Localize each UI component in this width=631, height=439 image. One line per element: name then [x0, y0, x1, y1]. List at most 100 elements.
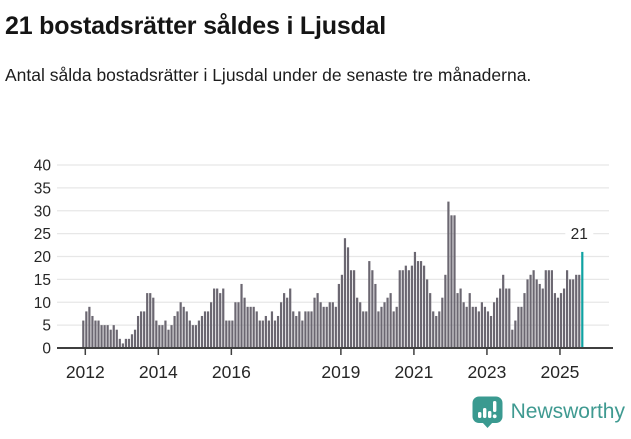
- bar: [489, 315, 493, 348]
- bar: [547, 270, 550, 348]
- bar: [328, 302, 331, 348]
- bar: [483, 306, 487, 348]
- bar: [149, 293, 152, 348]
- bar: [356, 297, 359, 349]
- bar: [559, 293, 563, 348]
- bar: [130, 334, 134, 349]
- bar: [194, 325, 197, 349]
- x-axis-label: 2014: [139, 362, 178, 382]
- footer: Newsworthy: [0, 384, 631, 439]
- bar: [188, 320, 191, 348]
- highlighted-bar: [581, 251, 584, 348]
- bar: [136, 315, 140, 348]
- bar: [404, 265, 407, 348]
- bar: [246, 306, 249, 348]
- bar: [505, 288, 508, 349]
- bar: [453, 215, 456, 348]
- x-axis-label: 2021: [394, 362, 433, 382]
- bar: [550, 270, 553, 348]
- bar: [283, 293, 286, 348]
- bar: [578, 274, 581, 348]
- bar: [398, 270, 401, 348]
- bar: [429, 293, 432, 348]
- bar: [91, 315, 94, 348]
- bar: [380, 306, 383, 348]
- bar: [575, 274, 578, 348]
- bar: [264, 315, 267, 348]
- bar: [444, 274, 447, 348]
- bar: [191, 325, 194, 349]
- bar: [200, 315, 204, 348]
- bar: [359, 302, 362, 348]
- bar: [410, 265, 414, 348]
- bar: [219, 293, 222, 348]
- bar: [161, 325, 164, 349]
- bar: [432, 311, 435, 348]
- x-axis-label: 2025: [540, 362, 579, 382]
- bar: [182, 306, 185, 348]
- bar: [349, 270, 353, 348]
- bar: [419, 261, 423, 348]
- bar: [155, 320, 158, 348]
- bar: [118, 338, 121, 348]
- bar: [267, 320, 270, 348]
- bar: [115, 329, 118, 348]
- bar: [486, 311, 490, 348]
- y-axis-label: 15: [34, 272, 51, 289]
- y-axis-label: 30: [34, 203, 52, 220]
- bar: [216, 288, 219, 349]
- bar: [140, 311, 143, 348]
- bar: [206, 311, 210, 348]
- x-axis-label: 2012: [66, 362, 105, 382]
- bar: [112, 325, 115, 349]
- bar: [109, 329, 112, 348]
- header: 21 bostadsrätter såldes i Ljusdal Antal …: [0, 0, 631, 152]
- bar: [544, 270, 547, 348]
- y-axis-label: 0: [42, 341, 51, 358]
- bar: [143, 311, 146, 348]
- bar: [240, 283, 243, 348]
- bar: [556, 297, 560, 349]
- chart: 2012 2014 2016 2019 2021 2023 2025051015202530…: [34, 158, 613, 382]
- bar: [438, 311, 441, 348]
- bar: [395, 306, 398, 348]
- bar: [94, 320, 97, 348]
- bar: [213, 288, 216, 349]
- bar: [529, 274, 532, 348]
- bar: [532, 270, 535, 348]
- bar: [499, 288, 502, 349]
- bar: [468, 293, 471, 348]
- bar: [535, 279, 538, 349]
- bar: [447, 201, 450, 348]
- bar: [362, 311, 365, 348]
- bar: [334, 306, 337, 348]
- bar: [392, 311, 395, 348]
- bar: [343, 238, 347, 348]
- bar: [450, 215, 453, 348]
- bar: [565, 270, 569, 348]
- bar: [252, 306, 255, 348]
- bar: [523, 293, 526, 348]
- bar: [209, 302, 213, 348]
- bar: [255, 311, 258, 348]
- bar: [279, 302, 283, 348]
- bar: [371, 270, 374, 348]
- bar: [553, 293, 557, 348]
- bar: [225, 320, 228, 348]
- brand-name: Newsworthy: [510, 399, 625, 423]
- bar: [541, 288, 544, 349]
- bar: [502, 274, 505, 348]
- bar: [492, 302, 496, 348]
- subtitle: Antal sålda bostadsrätter i Ljusdal unde…: [5, 65, 532, 85]
- bar: [88, 306, 91, 348]
- bar: [273, 320, 277, 348]
- chart-area: 2012 2014 2016 2019 2021 2023 2025 0 5 10 15 20 25 30…: [0, 152, 631, 384]
- bar: [85, 311, 88, 348]
- bar: [292, 311, 295, 348]
- x-axis-label: 2016: [212, 362, 251, 382]
- newsworthy-logo[interactable]: Newsworthy: [472, 396, 625, 428]
- y-axis-label: 20: [34, 249, 52, 266]
- bar: [346, 247, 350, 348]
- bar: [538, 283, 541, 348]
- bar: [562, 288, 566, 349]
